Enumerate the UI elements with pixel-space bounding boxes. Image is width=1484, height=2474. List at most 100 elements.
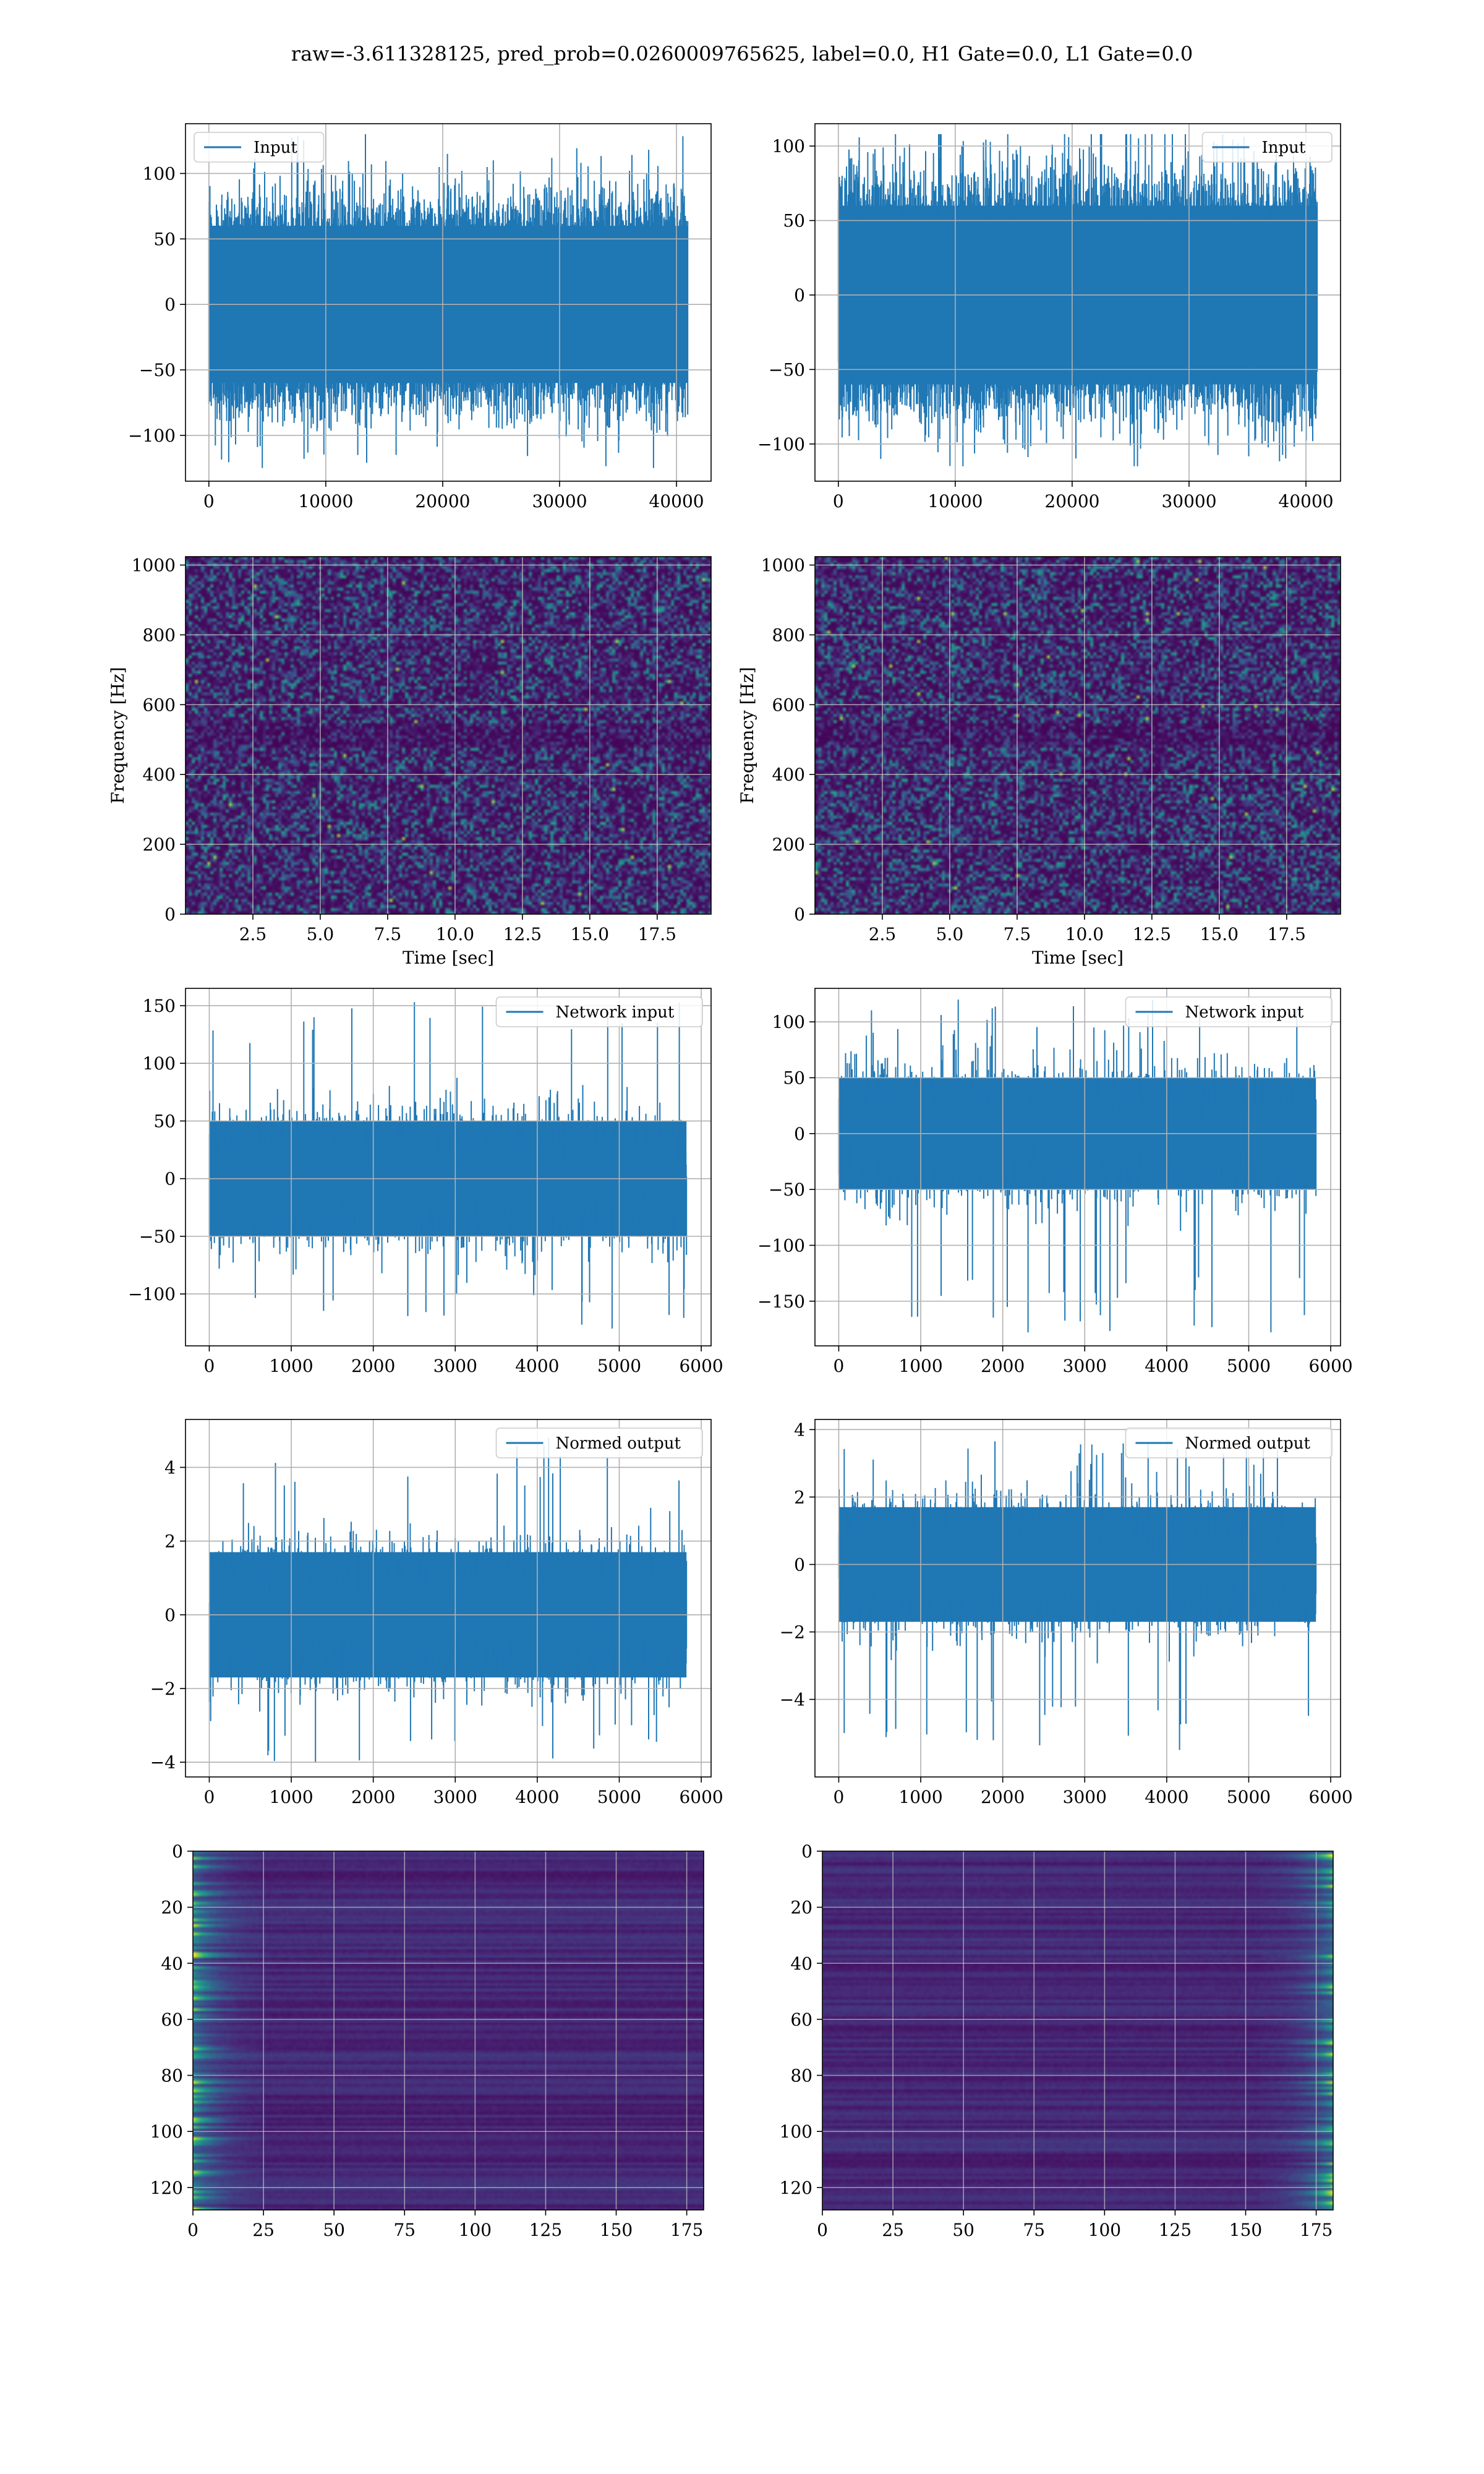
y-tick-label: 0 bbox=[794, 1124, 805, 1144]
y-tick-label: −50 bbox=[769, 1179, 805, 1200]
legend-label: Input bbox=[1262, 139, 1306, 157]
x-tick-label: 0 bbox=[204, 1787, 215, 1807]
x-tick-label: 10000 bbox=[927, 491, 983, 511]
x-tick-label: 6000 bbox=[679, 1356, 723, 1376]
x-tick-label: 3000 bbox=[1063, 1356, 1107, 1376]
legend: Normed output bbox=[1125, 1427, 1333, 1458]
x-tick-label: 1000 bbox=[269, 1356, 313, 1376]
y-tick-label: 150 bbox=[143, 996, 176, 1016]
y-tick-label: 2 bbox=[164, 1531, 176, 1552]
y-tick-label: 200 bbox=[143, 834, 176, 855]
legend-label: Input bbox=[254, 139, 297, 157]
y-tick-label: −2 bbox=[780, 1622, 805, 1643]
x-tick-label: 100 bbox=[459, 2220, 492, 2240]
legend-box bbox=[495, 996, 703, 1027]
axes-frame bbox=[185, 123, 712, 482]
x-tick-label: 4000 bbox=[515, 1787, 559, 1807]
axes-frame bbox=[814, 123, 1341, 482]
y-tick-label: 0 bbox=[794, 904, 805, 925]
x-tick-label: 30000 bbox=[532, 491, 587, 511]
y-tick-label: 4 bbox=[164, 1457, 176, 1478]
y-tick-label: 50 bbox=[783, 1068, 805, 1089]
y-tick-label: 0 bbox=[164, 904, 176, 925]
x-tick-label: 125 bbox=[1159, 2220, 1192, 2240]
x-tick-label: 0 bbox=[817, 2220, 828, 2240]
axes-feature-map-l1: 0 25 50 75 100 125 150 175 0 20 40 60 80 100 120 bbox=[780, 1841, 1334, 2240]
y-tick-label: 800 bbox=[772, 625, 805, 645]
axes-frame bbox=[822, 1851, 1334, 2211]
feature-map-image bbox=[822, 1851, 1333, 2210]
y-tick-label: 100 bbox=[780, 2121, 812, 2142]
x-tick-label: 40000 bbox=[649, 491, 704, 511]
x-tick-label: 12.5 bbox=[503, 924, 542, 944]
legend-label: Network input bbox=[556, 1003, 675, 1022]
x-tick-label: 17.5 bbox=[638, 924, 676, 944]
legend-label: Network input bbox=[1185, 1003, 1304, 1022]
legend-label: Normed output bbox=[1185, 1434, 1311, 1453]
figure-suptitle: raw=-3.611328125, pred_prob=0.0260009765… bbox=[291, 42, 1193, 66]
x-tick-label: 7.5 bbox=[1004, 924, 1031, 944]
axes-spectrogram-h1: 2.5 5.0 7.5 10.0 12.5 15.0 17.5 0 200 400 600 800 10… bbox=[108, 555, 712, 968]
x-tick-label: 5.0 bbox=[936, 924, 964, 944]
legend: Normed output bbox=[495, 1427, 703, 1458]
y-tick-label: 100 bbox=[143, 163, 176, 184]
y-tick-label: 1000 bbox=[761, 555, 805, 576]
axes-frame bbox=[185, 988, 712, 1346]
legend-box bbox=[495, 1427, 703, 1458]
y-tick-label: −4 bbox=[780, 1690, 805, 1710]
y-tick-label: −50 bbox=[139, 360, 176, 380]
y-tick-label: 100 bbox=[150, 2121, 183, 2142]
x-tick-label: 2000 bbox=[981, 1787, 1025, 1807]
x-tick-label: 2000 bbox=[981, 1356, 1025, 1376]
y-tick-label: 40 bbox=[161, 1953, 183, 1974]
x-tick-label: 30000 bbox=[1161, 491, 1216, 511]
y-tick-label: −100 bbox=[128, 426, 176, 446]
axes-network-input-l1: 0 1000 2000 3000 4000 5000 6000 −150 −100 −50 0 50 1… bbox=[757, 988, 1353, 1376]
axes-frame bbox=[185, 1419, 712, 1778]
x-tick-label: 50 bbox=[323, 2220, 345, 2240]
heatmap-image bbox=[186, 557, 711, 914]
y-tick-label: 50 bbox=[153, 229, 176, 249]
x-tick-label: 0 bbox=[203, 491, 215, 511]
y-tick-label: 0 bbox=[164, 294, 176, 315]
heatmap-image bbox=[815, 557, 1341, 914]
axes-frame bbox=[185, 556, 712, 915]
x-tick-label: 25 bbox=[252, 2220, 275, 2240]
y-tick-label: 0 bbox=[164, 1605, 176, 1625]
x-tick-label: 0 bbox=[204, 1356, 215, 1376]
x-tick-label: 0 bbox=[833, 491, 844, 511]
y-tick-label: −50 bbox=[139, 1226, 176, 1247]
x-axis-label: Time [sec] bbox=[1032, 948, 1124, 968]
x-tick-label: 6000 bbox=[1308, 1356, 1352, 1376]
legend-box bbox=[1125, 1427, 1333, 1458]
y-tick-label: 60 bbox=[161, 2010, 183, 2030]
axes-normed-output-l1: 0 1000 2000 3000 4000 5000 6000 −4 −2 0 2 4 Normed o… bbox=[780, 1419, 1353, 1807]
y-tick-label: 200 bbox=[772, 834, 805, 855]
series-line bbox=[208, 134, 689, 468]
legend: Network input bbox=[1125, 996, 1333, 1027]
y-tick-label: 100 bbox=[772, 136, 805, 156]
x-tick-label: 4000 bbox=[1145, 1787, 1188, 1807]
y-tick-label: 2 bbox=[794, 1487, 805, 1507]
y-axis-label: Frequency [Hz] bbox=[108, 667, 128, 803]
y-tick-label: 120 bbox=[150, 2178, 183, 2198]
axes-input-h1: 0 10000 20000 30000 40000 −100 −50 0 50 100 Input bbox=[128, 123, 712, 511]
legend: Input bbox=[194, 132, 325, 163]
x-tick-label: 1000 bbox=[898, 1787, 942, 1807]
axes-frame bbox=[814, 1419, 1341, 1778]
legend-box bbox=[1201, 132, 1333, 163]
series-line bbox=[838, 999, 1317, 1333]
x-axis-label: Time [sec] bbox=[403, 948, 494, 968]
x-tick-label: 10.0 bbox=[1065, 924, 1104, 944]
y-tick-label: −100 bbox=[757, 434, 805, 455]
x-tick-label: 6000 bbox=[1308, 1787, 1352, 1807]
axes-frame bbox=[192, 1851, 704, 2211]
y-axis-label: Frequency [Hz] bbox=[737, 667, 757, 803]
x-tick-label: 0 bbox=[187, 2220, 198, 2240]
y-tick-label: 0 bbox=[801, 1841, 812, 1862]
y-tick-label: 0 bbox=[164, 1169, 176, 1189]
x-tick-label: 3000 bbox=[433, 1356, 477, 1376]
y-tick-label: −2 bbox=[150, 1679, 176, 1699]
axes-input-l1: 0 10000 20000 30000 40000 −100 −50 0 50 100 Input bbox=[757, 123, 1341, 511]
y-tick-label: −150 bbox=[757, 1291, 805, 1312]
